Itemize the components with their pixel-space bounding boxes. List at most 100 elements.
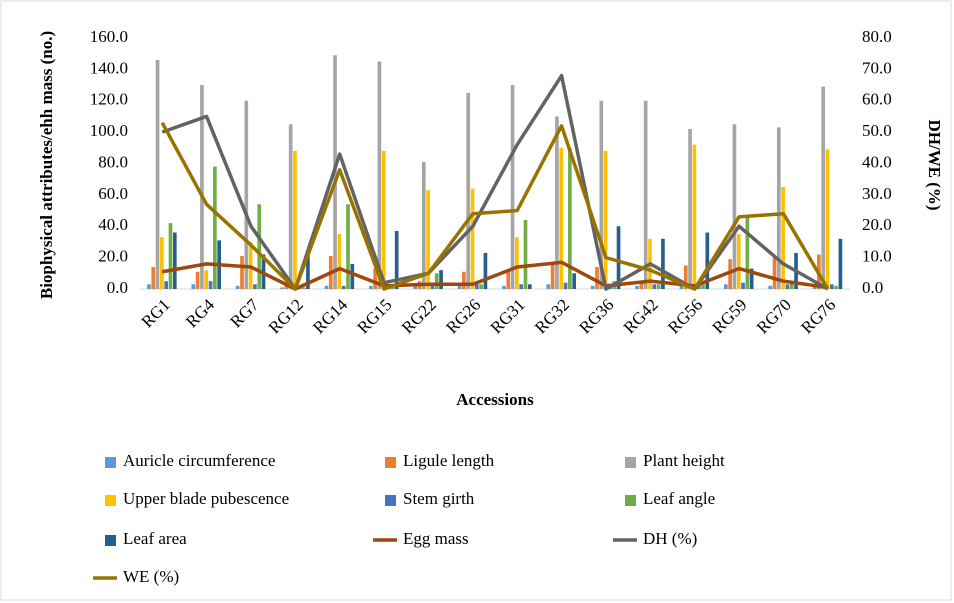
bar: [825, 149, 830, 289]
y-tick-label: 0.0: [107, 278, 128, 297]
bar: [172, 232, 177, 289]
bar: [191, 284, 196, 289]
legend-label: Plant height: [643, 451, 725, 470]
bar: [590, 285, 595, 289]
y-tick-label: 40.0: [98, 215, 128, 234]
bar: [280, 287, 284, 289]
bar: [776, 127, 781, 289]
bar: [368, 285, 373, 289]
bar: [692, 144, 697, 289]
bar: [523, 219, 528, 289]
bar: [683, 265, 688, 289]
y2-tick-label: 30.0: [862, 184, 892, 203]
bar: [466, 92, 471, 289]
bar: [661, 238, 665, 289]
bar: [502, 285, 506, 289]
legend-label: Upper blade pubescence: [123, 489, 289, 508]
y2-tick-label: 70.0: [862, 58, 892, 77]
y2-tick-label: 80.0: [862, 27, 892, 46]
bar: [705, 232, 710, 289]
bar: [506, 271, 511, 289]
bar: [741, 282, 745, 289]
y-tick-label: 120.0: [90, 90, 128, 109]
bar: [643, 100, 648, 289]
legend-label: DH (%): [643, 529, 697, 548]
line: [161, 73, 829, 291]
bar: [457, 285, 462, 289]
bar: [559, 147, 564, 289]
y2-tick-label: 10.0: [862, 247, 892, 266]
bar: [527, 284, 532, 289]
bar: [430, 284, 435, 289]
bar: [639, 281, 644, 289]
bar: [688, 128, 692, 289]
bar: [381, 150, 386, 289]
bar: [155, 59, 160, 290]
line: [160, 121, 830, 291]
legend-swatch: [625, 495, 636, 506]
bar: [656, 284, 661, 289]
legend-swatch: [105, 535, 116, 546]
legend-label: WE (%): [123, 567, 179, 586]
legend-swatch: [385, 495, 396, 506]
bar: [679, 285, 684, 289]
bar: [151, 267, 156, 289]
bar: [616, 226, 621, 289]
bar: [479, 284, 483, 289]
bar: [470, 188, 475, 289]
bar: [253, 284, 257, 289]
bar: [652, 284, 657, 289]
bar: [515, 237, 519, 289]
bar: [293, 150, 297, 289]
bar: [736, 234, 741, 289]
bar: [200, 85, 204, 289]
bar: [257, 204, 262, 289]
bar: [696, 284, 701, 289]
bar: [284, 285, 289, 289]
bar: [829, 284, 834, 289]
bar: [240, 256, 244, 289]
bar: [568, 147, 572, 289]
bar: [350, 263, 355, 289]
legend-label: Stem girth: [403, 489, 475, 508]
y2-tick-label: 20.0: [862, 215, 892, 234]
bar: [555, 116, 559, 289]
bar: [789, 281, 794, 289]
bar: [195, 271, 200, 289]
legend-swatch: [105, 457, 116, 468]
bar: [204, 270, 209, 289]
bar: [244, 100, 249, 289]
y-tick-label: 160.0: [90, 27, 128, 46]
bar: [426, 190, 430, 289]
bar: [519, 284, 524, 289]
y-tick-label: 140.0: [90, 58, 128, 77]
legend-swatch: [625, 457, 636, 468]
bar: [288, 124, 293, 289]
bar: [745, 216, 750, 289]
bar: [510, 85, 515, 289]
legend-label: Leaf area: [123, 529, 187, 548]
y2-tick-label: 50.0: [862, 121, 892, 140]
x-axis-title: Accessions: [456, 390, 534, 409]
y-tick-label: 100.0: [90, 121, 128, 140]
y-tick-label: 20.0: [98, 247, 128, 266]
bar: [168, 223, 173, 289]
bar: [462, 271, 466, 289]
bar: [421, 161, 426, 289]
y2-tick-label: 0.0: [862, 278, 883, 297]
bar: [235, 285, 240, 289]
bar: [768, 285, 773, 289]
bar: [701, 284, 705, 289]
bar: [306, 249, 310, 289]
bar: [838, 238, 843, 289]
y2-tick-label: 60.0: [862, 90, 892, 109]
y-tick-label: 80.0: [98, 152, 128, 171]
bar: [341, 285, 346, 289]
legend-swatch: [385, 457, 396, 468]
legend-label: Auricle circumference: [123, 451, 275, 470]
y2-tick-label: 40.0: [862, 152, 892, 171]
line: [161, 260, 829, 291]
bar: [208, 281, 213, 289]
bar: [434, 273, 439, 289]
